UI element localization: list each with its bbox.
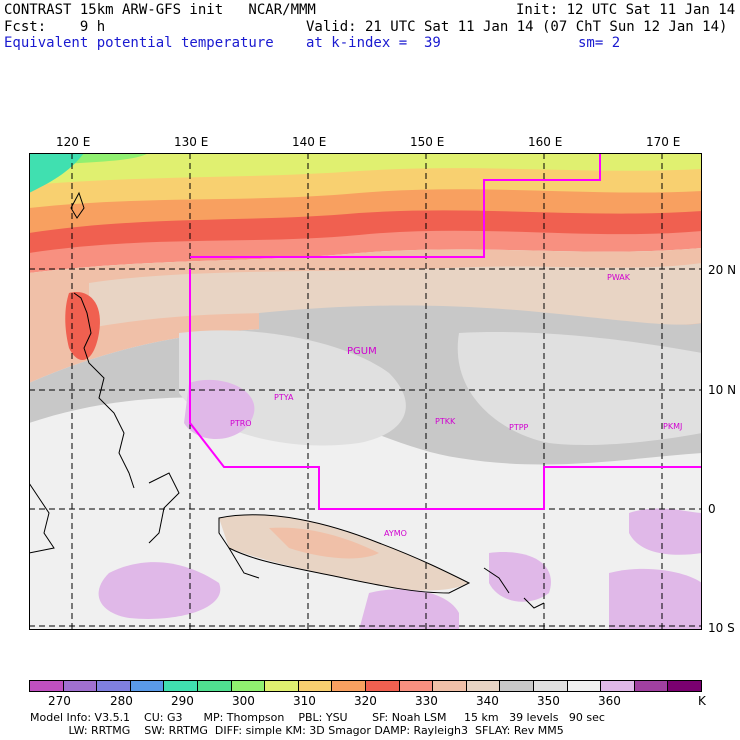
forecast-hour: Fcst: 9 h xyxy=(4,19,106,35)
level-label: at k-index = 39 xyxy=(306,35,441,51)
colorbar-swatch xyxy=(197,681,232,691)
valid-time: Valid: 21 UTC Sat 11 Jan 14 (07 ChT Sun … xyxy=(306,19,728,35)
lon-label-150e: 150 E xyxy=(410,135,445,149)
lon-label-130e: 130 E xyxy=(174,135,209,149)
colorbar-label-300: 300 xyxy=(232,694,255,708)
colorbar-label-320: 320 xyxy=(354,694,377,708)
field-name: Equivalent potential temperature xyxy=(4,35,274,51)
lon-label-140e: 140 E xyxy=(292,135,327,149)
colorbar-label-350: 350 xyxy=(537,694,560,708)
colorbar-label-360: 360 xyxy=(598,694,621,708)
colorbar-swatch xyxy=(231,681,266,691)
colorbar-swatch xyxy=(433,681,467,691)
colorbar-swatch xyxy=(668,681,701,691)
smoothing-label: sm= 2 xyxy=(578,35,621,51)
lat-label-10s: 10 S xyxy=(708,621,735,635)
colorbar-swatch xyxy=(466,681,501,691)
colorbar-swatch xyxy=(298,681,333,691)
colorbar-label-330: 330 xyxy=(415,694,438,708)
station-ptpp: PTPP xyxy=(509,423,529,432)
colorbar-label-340: 340 xyxy=(476,694,499,708)
colorbar-label-280: 280 xyxy=(110,694,133,708)
colorbar-swatch xyxy=(567,681,602,691)
model-title: CONTRAST 15km ARW-GFS init NCAR/MMM xyxy=(4,2,316,18)
colorbar-swatch xyxy=(332,681,366,691)
lat-label-10n: 10 N xyxy=(708,383,737,397)
station-ptkk: PTKK xyxy=(435,417,456,426)
colorbar-label-290: 290 xyxy=(171,694,194,708)
colorbar-swatch xyxy=(30,681,64,691)
colorbar-swatch xyxy=(601,681,635,691)
colorbar-swatch xyxy=(399,681,434,691)
lon-label-170e: 170 E xyxy=(646,135,681,149)
colorbar-label-270: 270 xyxy=(48,694,71,708)
colorbar-label-310: 310 xyxy=(293,694,316,708)
lon-label-120e: 120 E xyxy=(56,135,91,149)
colorbar-swatch xyxy=(63,681,98,691)
colorbar-swatch xyxy=(164,681,198,691)
theta-e-map: PTYA PTRO PGUM PWAK PTKK PTPP PKMJ AYMO xyxy=(29,153,702,630)
station-pgum: PGUM xyxy=(347,346,377,357)
colorbar-swatch xyxy=(533,681,568,691)
colorbar-swatch xyxy=(265,681,299,691)
colorbar xyxy=(29,680,702,692)
model-info-line2: LW: RRTMG SW: RRTMG DIFF: simple KM: 3D … xyxy=(30,724,564,737)
colorbar-swatch xyxy=(97,681,131,691)
colorbar-swatch xyxy=(130,681,165,691)
station-ptro: PTRO xyxy=(230,419,252,428)
lat-label-0: 0 xyxy=(708,502,716,516)
colorbar-unit: K xyxy=(698,694,706,708)
station-ptya: PTYA xyxy=(274,393,294,402)
lat-label-20n: 20 N xyxy=(708,263,737,277)
station-pkmj: PKMJ xyxy=(663,422,682,431)
station-pwak: PWAK xyxy=(607,273,631,282)
model-info-line1: Model Info: V3.5.1 CU: G3 MP: Thompson P… xyxy=(30,711,605,724)
colorbar-swatch xyxy=(634,681,669,691)
colorbar-swatch xyxy=(500,681,534,691)
station-aymo: AYMO xyxy=(384,529,407,538)
init-time: Init: 12 UTC Sat 11 Jan 14 xyxy=(516,2,736,18)
lon-label-160e: 160 E xyxy=(528,135,563,149)
colorbar-swatch xyxy=(365,681,400,691)
